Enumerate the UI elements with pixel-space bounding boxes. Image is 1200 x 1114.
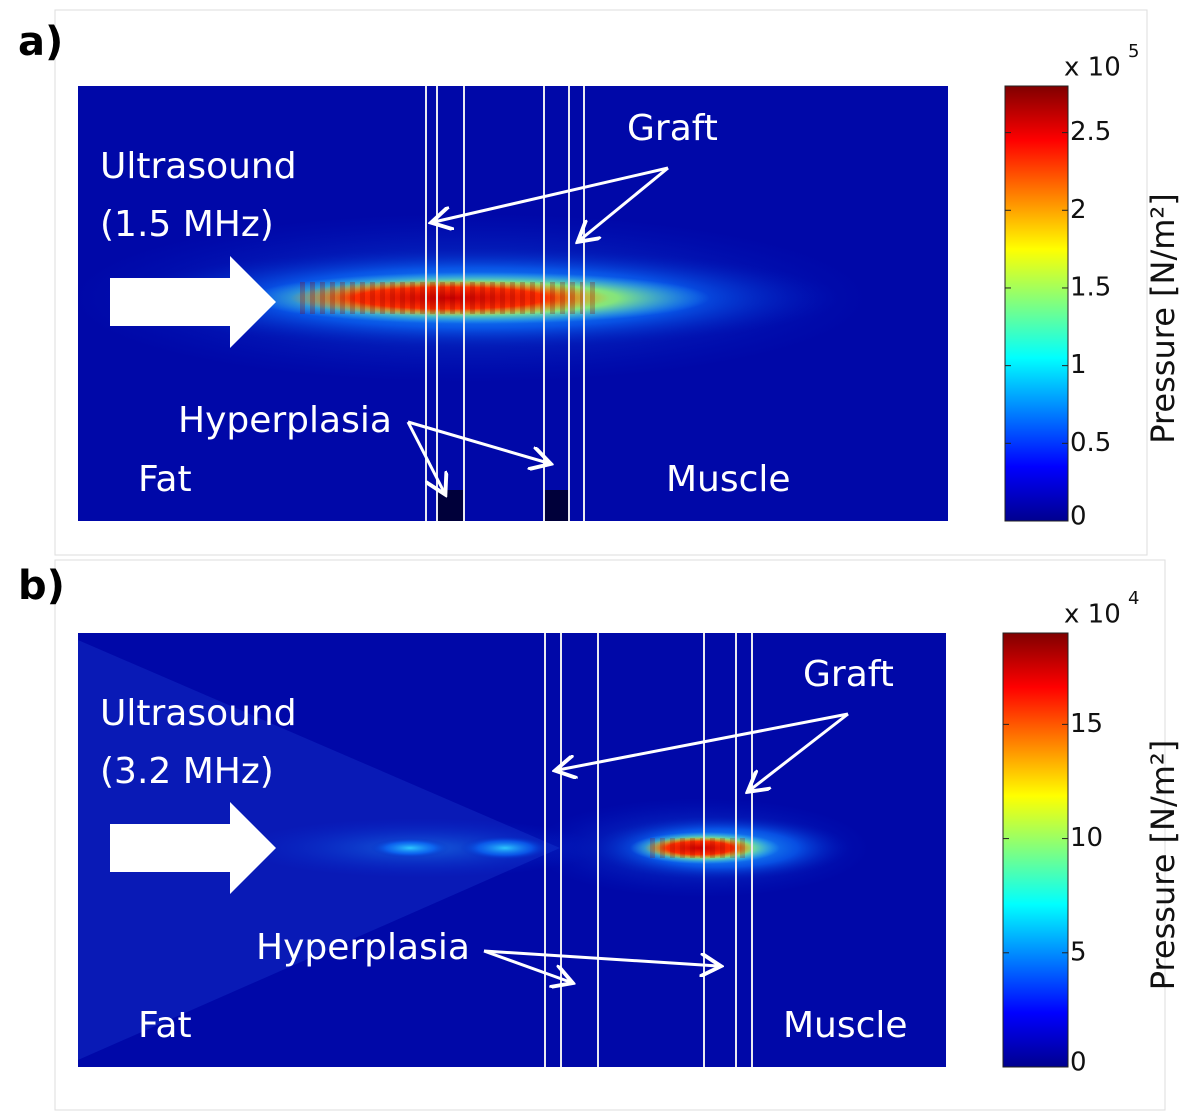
- panel-frame: [54, 9, 1148, 556]
- frequency-label: (1.5 MHz): [100, 204, 274, 245]
- tick-label: 2: [1070, 195, 1087, 225]
- source-label: Ultrasound: [100, 693, 297, 734]
- graft-label: Graft: [627, 108, 718, 149]
- graft-label: Graft: [803, 654, 894, 695]
- panel-label: a): [18, 19, 63, 65]
- source-label: Ultrasound: [100, 146, 297, 187]
- colorbar-exponent: 5: [1128, 41, 1139, 62]
- tick-label: 1: [1070, 350, 1087, 380]
- tissue-label: Fat: [138, 459, 192, 500]
- tick-label: 5: [1070, 937, 1087, 967]
- field-map: [78, 633, 946, 1067]
- tick-label: 15: [1070, 709, 1103, 739]
- tissue-label: Muscle: [666, 459, 791, 500]
- field-map: [70, 86, 948, 521]
- hyperplasia-label: Hyperplasia: [178, 400, 392, 441]
- tick-label: 10: [1070, 823, 1103, 853]
- panel-label: b): [18, 563, 65, 609]
- tick-label: 0: [1070, 502, 1087, 532]
- tick-label: 1.5: [1070, 272, 1111, 302]
- colorbar: [1002, 632, 1069, 1068]
- hyperplasia-label: Hyperplasia: [256, 927, 470, 968]
- colorbar-multiplier: x 10: [1064, 600, 1121, 630]
- panel-frame: [54, 559, 1166, 1111]
- frequency-label: (3.2 MHz): [100, 751, 274, 792]
- colorbar: [1004, 85, 1069, 522]
- tick-label: 2.5: [1070, 117, 1111, 147]
- tissue-label: Muscle: [783, 1005, 908, 1046]
- colorbar-exponent: 4: [1128, 588, 1139, 609]
- colorbar-label: Pressure [N/m²]: [1144, 193, 1182, 444]
- tissue-label: Fat: [138, 1005, 192, 1046]
- colorbar-multiplier: x 10: [1064, 53, 1121, 83]
- tick-label: 0: [1070, 1048, 1087, 1078]
- colorbar-label: Pressure [N/m²]: [1144, 740, 1182, 991]
- tick-label: 0.5: [1070, 428, 1111, 458]
